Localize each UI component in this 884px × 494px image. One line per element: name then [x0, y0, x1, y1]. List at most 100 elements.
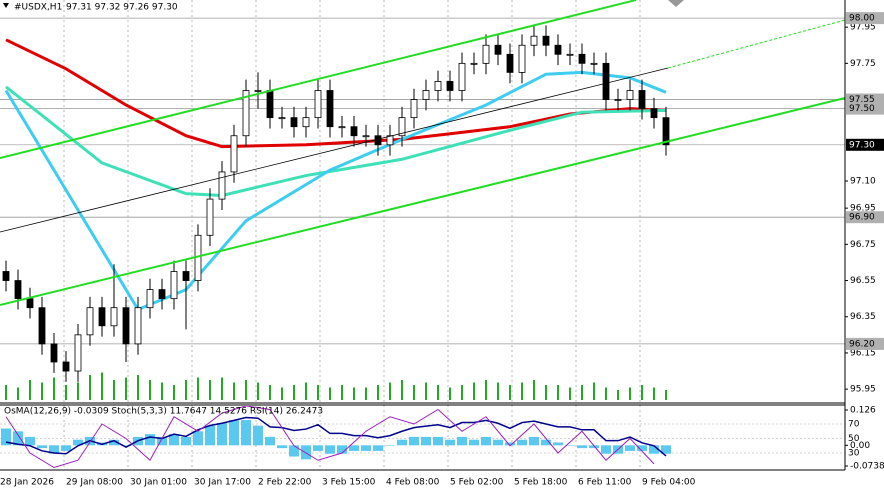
osma-bar	[169, 434, 179, 446]
candle-body	[170, 271, 178, 300]
candle-body	[470, 62, 478, 65]
osma-bar	[325, 445, 335, 454]
osma-bar	[349, 445, 359, 451]
y-tick-label: 96.55	[850, 276, 876, 286]
osma-bar	[49, 445, 59, 454]
candle-body	[506, 53, 514, 73]
volume-bar	[569, 387, 571, 400]
volume-bar	[41, 382, 43, 400]
time-label: 6 Feb 11:00	[578, 478, 632, 488]
menu-arrow	[3, 3, 9, 8]
time-label: 28 Jan 2026	[0, 478, 54, 488]
osma-bar	[25, 436, 35, 446]
candle-body	[494, 44, 502, 55]
indicator-label: OsMA(12,26,9) -0.0309 Stoch(5,3,3) 11.76…	[4, 407, 323, 417]
candle-body	[266, 90, 274, 119]
volume-bar	[425, 382, 427, 400]
candle-body	[434, 81, 442, 91]
volume-bar	[245, 380, 247, 400]
price-panel	[2, 25, 670, 400]
volume-bar	[257, 382, 259, 400]
volume-bar	[605, 387, 607, 400]
osma-bar	[637, 445, 647, 451]
osma-bar	[157, 436, 167, 446]
osma-bar	[253, 425, 263, 446]
level-box	[846, 102, 884, 115]
volume-bar	[641, 385, 643, 400]
osma-bar	[517, 439, 527, 446]
osma-bar	[217, 422, 227, 446]
grid	[0, 0, 845, 470]
time-label: 29 Jan 08:00	[66, 478, 123, 488]
level-label: 97.50	[849, 104, 875, 114]
candle-body	[86, 307, 94, 336]
osma-tick-label: 0.00	[850, 441, 870, 451]
time-label: 30 Jan 17:00	[194, 478, 251, 488]
osma-bar	[181, 436, 191, 446]
candle-body	[254, 90, 262, 92]
sell-arrow	[668, 0, 684, 7]
level-box	[846, 337, 884, 350]
rsi-line	[5, 416, 667, 457]
osma-bar	[337, 445, 347, 454]
candle-body	[314, 90, 322, 119]
osma-bar	[421, 436, 431, 446]
channel-lower	[0, 97, 846, 306]
volume-bar	[389, 382, 391, 400]
osma-bar	[373, 445, 383, 451]
osma-tick-label: 0.126	[850, 406, 876, 416]
osma-bar	[1, 428, 11, 446]
volume-bar	[509, 385, 511, 400]
volume-bar	[233, 382, 235, 400]
candle-body	[74, 334, 82, 372]
osma-bar	[625, 445, 635, 451]
osma-bar	[589, 445, 599, 449]
candle-body	[278, 117, 286, 120]
volume-bar	[413, 385, 415, 400]
osma-bar	[433, 436, 443, 446]
osma-bar	[553, 442, 563, 446]
volume-bar	[29, 380, 31, 400]
volume-bar	[173, 385, 175, 400]
last-price-label: 97.30	[849, 140, 875, 150]
candle-body	[614, 99, 622, 101]
osma-bar	[493, 439, 503, 446]
volume-bar	[161, 382, 163, 400]
volume-bar	[305, 382, 307, 400]
osma-bar	[301, 445, 311, 460]
osma-bar	[109, 439, 119, 446]
channel-upper	[0, 0, 637, 159]
candle-body	[26, 298, 34, 309]
candle-body	[530, 35, 538, 46]
y-tick-label: 96.15	[850, 348, 876, 358]
last-price-box	[846, 138, 884, 151]
osma-bar	[193, 431, 203, 446]
indicator-panel	[0, 406, 845, 469]
osma-bar	[121, 445, 131, 446]
candle-body	[458, 62, 466, 91]
candle-body	[518, 44, 526, 73]
osma-bar	[661, 445, 671, 454]
osma-bar	[61, 445, 71, 451]
osc-tick-label: 70	[848, 420, 860, 430]
level-label: 96.20	[849, 339, 875, 349]
volume-bar	[281, 387, 283, 400]
candle-body	[290, 117, 298, 128]
osma-bar	[469, 439, 479, 446]
osma-bar	[361, 445, 371, 451]
volume-bar	[185, 380, 187, 400]
osma-bar	[541, 439, 551, 446]
osma-bar	[313, 445, 323, 451]
volume-bar	[653, 387, 655, 400]
volume-bar	[5, 385, 7, 400]
volume-bar	[53, 377, 55, 400]
osma-bar	[529, 436, 539, 446]
osma-bar	[385, 445, 395, 446]
y-tick-label: 97.10	[850, 176, 876, 186]
osma-bar	[457, 436, 467, 446]
candle-body	[182, 271, 190, 281]
candle-body	[386, 135, 394, 146]
volume-bar	[377, 385, 379, 400]
